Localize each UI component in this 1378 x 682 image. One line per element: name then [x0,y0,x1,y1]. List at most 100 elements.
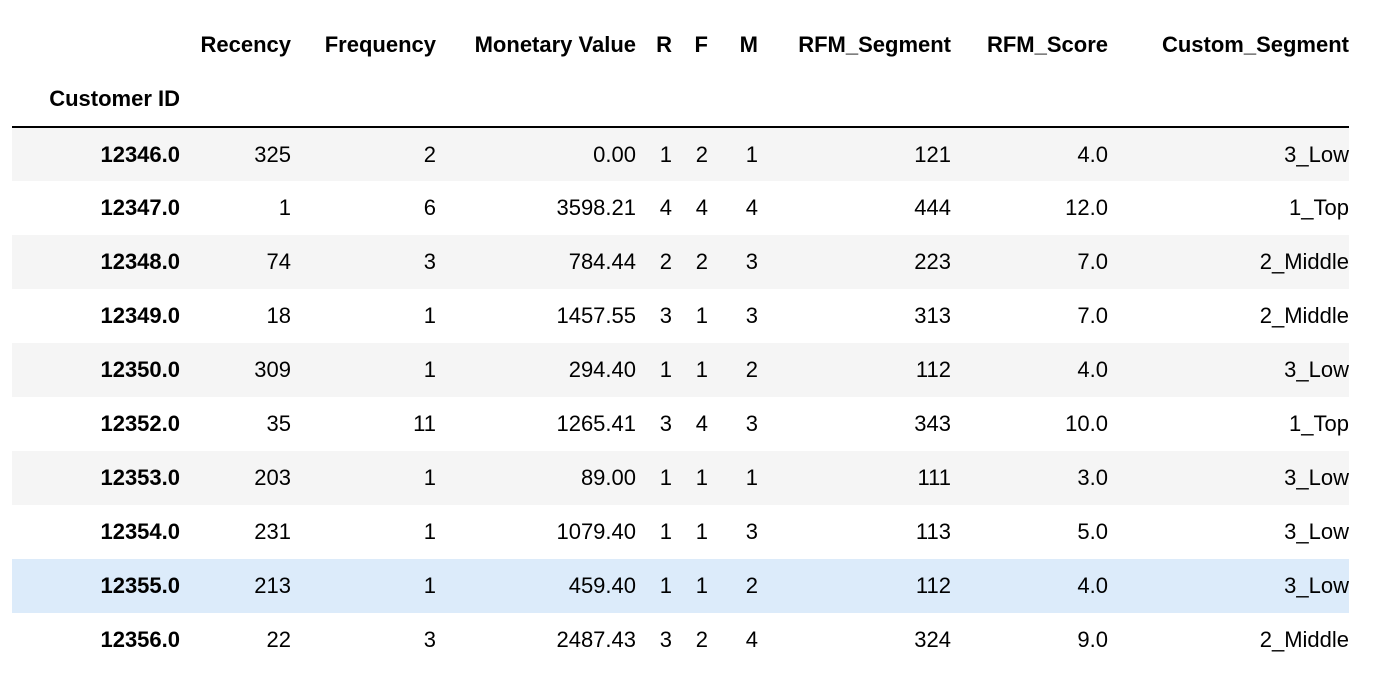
cell-custom-segment: 2_Middle [1259,627,1349,652]
cell-rfm-score: 7.0 [1077,249,1108,274]
cell-monetary-value: 784.44 [568,249,636,274]
index-corner [12,18,180,72]
cell-f: 1 [695,303,708,328]
cell-rfm-segment: 223 [914,249,951,274]
cell-r: 3 [659,411,672,436]
cell-rfm-score: 7.0 [1077,303,1108,328]
cell-r: 1 [659,573,672,598]
cell-m: 3 [745,249,758,274]
row-index-customer-id: 12346.0 [100,141,180,167]
cell-frequency: 3 [423,249,436,274]
column-header-f: F [694,32,708,57]
dataframe-output: Recency Frequency Monetary Value R F M R… [12,18,1349,667]
cell-recency: 74 [266,249,291,274]
cell-m: 3 [745,303,758,328]
cell-r: 1 [659,519,672,544]
cell-frequency: 1 [423,465,436,490]
table-row: 12355.0 213 1 459.40 1 1 2 112 4.0 3_Low [12,559,1349,613]
cell-frequency: 11 [413,411,436,436]
cell-f: 1 [695,519,708,544]
row-index-customer-id: 12347.0 [100,195,180,220]
cell-f: 4 [695,411,708,436]
cell-monetary-value: 294.40 [568,357,636,382]
cell-frequency: 1 [423,519,436,544]
table-row: 12347.0 1 6 3598.21 4 4 4 444 12.0 1_Top [12,181,1349,235]
index-header-row: Customer ID [12,72,1349,127]
cell-custom-segment: 3_Low [1284,519,1349,544]
cell-monetary-value: 459.40 [568,573,636,598]
column-header-m: M [739,32,758,57]
cell-r: 3 [659,627,672,652]
cell-frequency: 1 [423,303,436,328]
cell-m: 4 [745,627,758,652]
cell-rfm-score: 4.0 [1077,357,1108,382]
cell-r: 1 [659,141,672,167]
row-index-customer-id: 12349.0 [100,303,180,328]
row-index-customer-id: 12354.0 [100,519,180,544]
table-body: 12346.0 325 2 0.00 1 2 1 121 4.0 3_Low 12347.0 1 6 35… [12,127,1349,667]
column-header-frequency: Frequency [324,32,436,57]
cell-recency: 309 [254,357,291,382]
cell-f: 1 [695,573,708,598]
cell-recency: 18 [266,303,291,328]
cell-recency: 231 [254,519,291,544]
cell-frequency: 1 [423,573,436,598]
cell-f: 2 [695,141,708,167]
cell-rfm-score: 12.0 [1065,195,1108,220]
cell-f: 1 [695,465,708,490]
cell-rfm-score: 5.0 [1077,519,1108,544]
cell-monetary-value: 1457.55 [556,303,636,328]
cell-custom-segment: 3_Low [1284,141,1349,167]
table-row: 12346.0 325 2 0.00 1 2 1 121 4.0 3_Low [12,127,1349,181]
cell-rfm-score: 3.0 [1077,465,1108,490]
cell-r: 1 [659,465,672,490]
row-index-customer-id: 12355.0 [100,573,180,598]
cell-rfm-score: 9.0 [1077,627,1108,652]
row-index-customer-id: 12348.0 [100,249,180,274]
table-row: 12353.0 203 1 89.00 1 1 1 111 3.0 3_Low [12,451,1349,505]
column-header-rfm-segment: RFM_Segment [798,32,951,57]
cell-rfm-segment: 121 [914,141,951,167]
row-index-customer-id: 12350.0 [100,357,180,382]
cell-rfm-score: 10.0 [1065,411,1108,436]
cell-m: 2 [745,357,758,382]
cell-rfm-segment: 111 [917,465,951,490]
cell-monetary-value: 0.00 [593,141,636,167]
cell-m: 4 [745,195,758,220]
cell-custom-segment: 3_Low [1284,465,1349,490]
column-header-r: R [656,32,672,57]
cell-rfm-segment: 313 [914,303,951,328]
column-header-recency: Recency [200,32,291,57]
cell-m: 3 [745,411,758,436]
column-header-rfm-score: RFM_Score [986,32,1108,57]
column-header-custom-segment: Custom_Segment [1161,32,1349,57]
cell-r: 2 [659,249,672,274]
table-row: 12356.0 22 3 2487.43 3 2 4 324 9.0 2_Middle [12,613,1349,667]
cell-m: 1 [745,141,758,167]
cell-rfm-score: 4.0 [1077,141,1108,167]
cell-rfm-segment: 113 [915,519,951,544]
column-header-row: Recency Frequency Monetary Value R F M R… [12,18,1349,72]
index-name-header: Customer ID [49,86,180,111]
cell-monetary-value: 1265.41 [556,411,636,436]
cell-recency: 203 [254,465,291,490]
cell-frequency: 3 [423,627,436,652]
cell-rfm-score: 4.0 [1077,573,1108,598]
table-row: 12350.0 309 1 294.40 1 1 2 112 4.0 3_Low [12,343,1349,397]
cell-frequency: 6 [423,195,436,220]
column-header-monetary-value: Monetary Value [474,32,636,57]
cell-recency: 213 [254,573,291,598]
cell-f: 4 [695,195,708,220]
table-row: 12348.0 74 3 784.44 2 2 3 223 7.0 2_Middle [12,235,1349,289]
cell-m: 3 [745,519,758,544]
cell-custom-segment: 3_Low [1284,357,1349,382]
cell-rfm-segment: 112 [915,357,951,382]
row-index-customer-id: 12356.0 [100,627,180,652]
cell-r: 1 [659,357,672,382]
cell-rfm-segment: 444 [914,195,951,220]
cell-recency: 325 [254,141,291,167]
cell-f: 2 [695,249,708,274]
cell-monetary-value: 1079.40 [556,519,636,544]
cell-m: 2 [745,573,758,598]
cell-r: 3 [659,303,672,328]
